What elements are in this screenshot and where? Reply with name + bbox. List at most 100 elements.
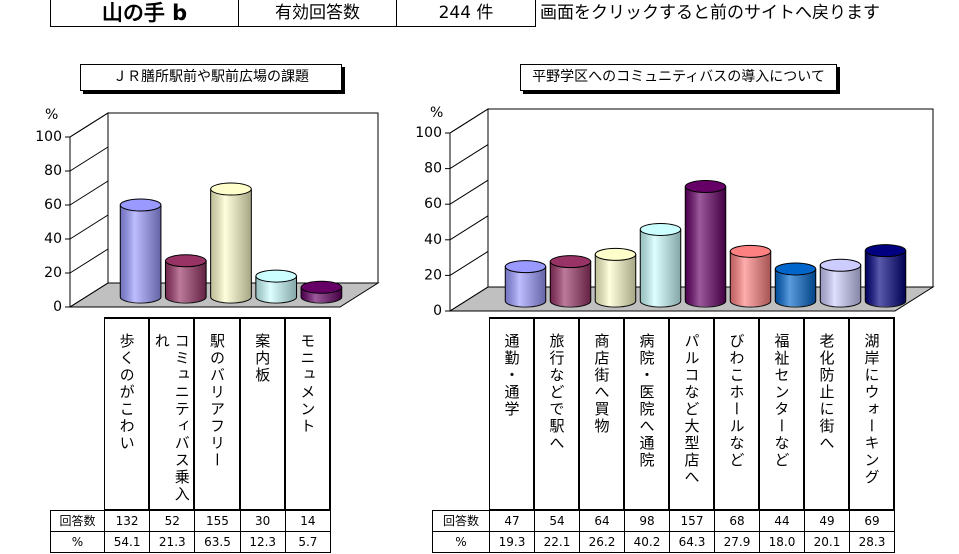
wall-grid — [69, 214, 109, 240]
y-tick-label: 20 — [44, 265, 62, 281]
count: 69 — [849, 510, 895, 532]
wall-grid — [449, 250, 489, 276]
y-tick-label: 0 — [53, 299, 62, 315]
bar-top — [164, 254, 207, 268]
bar-shade — [685, 186, 726, 307]
bar-top — [684, 180, 727, 194]
bar-top — [864, 244, 907, 258]
bar-shade — [255, 276, 297, 303]
bar-top — [639, 222, 682, 236]
category-label: モニュメント — [284, 317, 331, 511]
count: 155 — [194, 510, 241, 532]
bar-shade — [595, 254, 636, 307]
count: 14 — [284, 510, 331, 532]
y-tick-label: 20 — [424, 267, 442, 283]
percent: 28.3 — [849, 531, 895, 553]
bar-shade — [865, 250, 906, 307]
y-tick-label: 60 — [44, 197, 62, 213]
percent: 27.9 — [714, 531, 760, 553]
header-title: 山の手 b — [50, 0, 239, 27]
row-label: % — [50, 531, 105, 553]
bar-top — [549, 255, 592, 269]
y-axis-label: % — [430, 105, 443, 121]
side-wall — [69, 112, 109, 307]
back-wall — [108, 112, 379, 283]
y-tick-label: 40 — [44, 231, 62, 247]
count: 30 — [239, 510, 286, 532]
category-label: 旅行などで駅へ — [534, 317, 580, 511]
category-label: 老化防止に街へ — [804, 317, 850, 511]
wall-grid — [69, 146, 109, 172]
chart-title: 平野学区へのコミュニティバスの導入について — [520, 64, 837, 91]
category-label: 通勤・通学 — [489, 317, 535, 511]
percent: 64.3 — [669, 531, 715, 553]
bar-shade — [165, 260, 207, 303]
chart-title: ＪＲ膳所駅前や駅前広場の課題 — [80, 64, 342, 91]
responses: 244 件 — [396, 0, 536, 27]
wall-grid — [69, 282, 109, 308]
count: 49 — [804, 510, 850, 532]
bar-shade — [120, 205, 161, 303]
wall-grid — [449, 108, 489, 134]
wall-grid — [69, 180, 109, 206]
percent: 19.3 — [489, 531, 535, 553]
wall-grid — [69, 112, 109, 138]
category-label: 湖岸にウォーキング — [849, 317, 895, 511]
bar-top — [210, 182, 252, 196]
wall-grid — [449, 286, 489, 312]
y-axis-label: % — [45, 107, 58, 123]
bar-top — [300, 280, 343, 294]
category-label: 福祉センターなど — [759, 317, 805, 511]
bar-top — [255, 269, 298, 283]
category-label: 商店街へ買物 — [579, 317, 625, 511]
bar-top — [119, 198, 162, 212]
percent: 22.1 — [534, 531, 580, 553]
bar-top — [504, 260, 547, 274]
count: 47 — [489, 510, 535, 532]
back-note[interactable]: 画面をクリックすると前のサイトへ戻ります — [540, 3, 880, 23]
wall-grid — [69, 248, 109, 274]
y-tick-label: 40 — [424, 232, 442, 248]
bar-shade — [505, 266, 546, 307]
row-label: 回答数 — [432, 510, 490, 532]
count: 44 — [759, 510, 805, 532]
percent: 21.3 — [149, 531, 196, 553]
bar-shade — [640, 229, 681, 307]
bar-shade — [730, 251, 771, 307]
percent: 20.1 — [804, 531, 850, 553]
side-wall — [449, 108, 489, 311]
y-tick-label: 100 — [35, 129, 62, 145]
category-label: パルコなど大型店へ — [669, 317, 715, 511]
y-tick-label: 0 — [433, 303, 442, 319]
category-label: コミュニティバス乗入れ — [149, 317, 196, 511]
percent: 5.7 — [284, 531, 331, 553]
percent: 63.5 — [194, 531, 241, 553]
percent: 40.2 — [624, 531, 670, 553]
wall-grid — [449, 144, 489, 170]
row-label: % — [432, 531, 490, 553]
percent: 26.2 — [579, 531, 625, 553]
count: 132 — [104, 510, 151, 532]
percent: 12.3 — [239, 531, 286, 553]
count: 98 — [624, 510, 670, 532]
wall-grid — [449, 179, 489, 205]
count: 68 — [714, 510, 760, 532]
bar-shade — [775, 268, 816, 307]
percent: 54.1 — [104, 531, 151, 553]
bar-shade — [210, 189, 252, 303]
y-tick-label: 80 — [424, 161, 442, 177]
bar-top — [594, 247, 637, 261]
bar-top — [774, 262, 817, 276]
y-tick-label: 100 — [415, 125, 442, 141]
bar-shade — [820, 265, 861, 307]
count: 64 — [579, 510, 625, 532]
category-label: びわこホールなど — [714, 317, 760, 511]
row-label: 回答数 — [50, 510, 105, 532]
category-label: 駅のバリアフリー — [194, 317, 241, 511]
category-label: 病院・医院へ通院 — [624, 317, 670, 511]
percent: 18.0 — [759, 531, 805, 553]
count: 54 — [534, 510, 580, 532]
bar-top — [819, 258, 862, 272]
